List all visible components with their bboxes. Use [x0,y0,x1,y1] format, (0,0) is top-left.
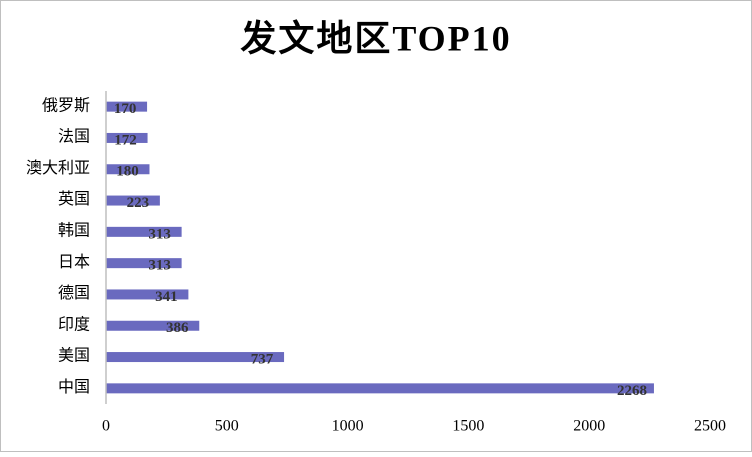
bar [106,320,200,331]
value-label: 170 [114,101,137,117]
x-tick-label: 2000 [573,418,605,435]
value-label: 341 [155,289,178,305]
value-label: 386 [166,320,189,336]
y-tick-label: 德国 [58,284,90,302]
value-label: 180 [116,164,139,180]
value-label: 172 [114,132,137,148]
x-tick-label: 0 [102,418,110,435]
bar [106,101,148,112]
y-tick-label: 法国 [58,128,90,146]
y-tick-label: 美国 [58,347,90,365]
value-label: 313 [148,258,171,274]
value-label: 223 [127,195,150,211]
bar [106,258,182,269]
x-tick-label: 2500 [694,418,726,435]
bar [106,132,148,143]
y-tick-label: 俄罗斯 [42,96,90,114]
y-tick-label: 中国 [58,378,90,396]
value-label: 737 [251,351,274,367]
bar [106,289,189,300]
bar [106,164,150,175]
bar [106,226,182,237]
x-tick-label: 1000 [332,418,364,435]
bar [106,352,285,363]
y-tick-label: 印度 [58,315,90,333]
x-tick-label: 500 [215,418,239,435]
value-label: 2268 [617,383,647,399]
y-tick-label: 英国 [58,190,90,208]
bar [106,383,654,394]
bar [106,195,160,206]
y-tick-label: 澳大利亚 [26,159,90,177]
y-tick-label: 日本 [58,253,90,271]
x-tick-label: 1500 [452,418,484,435]
y-tick-label: 韩国 [58,222,90,240]
chart-title: 发文地区TOP10 [240,18,511,58]
value-label: 313 [148,226,171,242]
